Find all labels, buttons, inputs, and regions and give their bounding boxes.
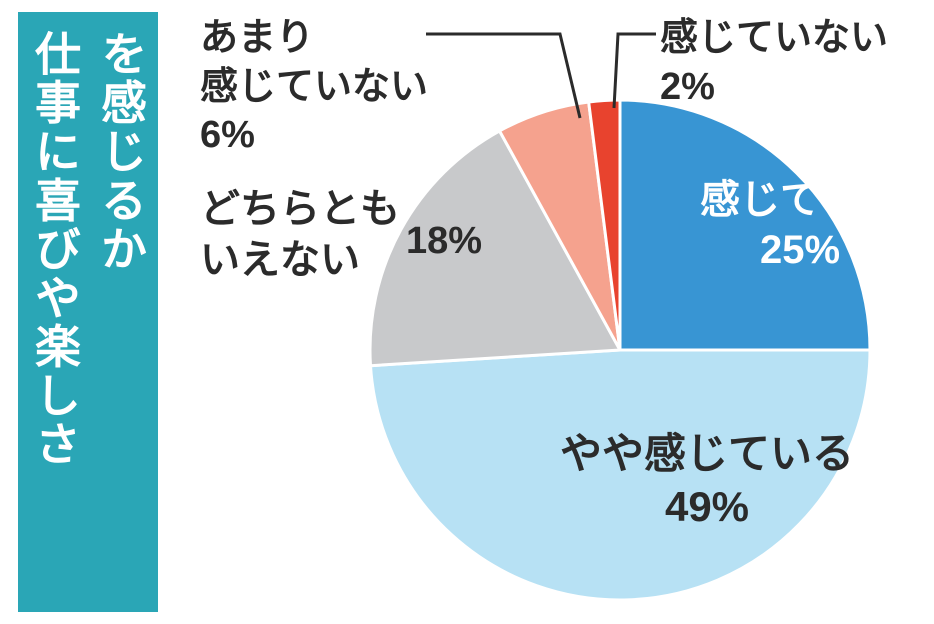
title-bar: 仕事に喜びや楽しさ を感じるか	[18, 12, 158, 612]
title-line-2: を感じるか	[88, 30, 154, 274]
callout-not-pct: 2%	[660, 63, 888, 112]
slice-pct-somewhat: 49%	[560, 481, 854, 534]
callout-neither-l1: どちらとも	[200, 184, 400, 235]
callout-not-l1: 感じていない	[660, 14, 888, 63]
callout-neither-l2: いえない	[200, 235, 400, 286]
callout-neither: どちらとも いえない	[200, 184, 400, 286]
callout-not-much-pct: 6%	[200, 111, 428, 160]
slice-name-somewhat: やや感じている	[560, 428, 854, 481]
callout-not-much-l2: 感じていない	[200, 63, 428, 112]
slice-pct-feel: 25%	[700, 225, 900, 275]
slice-name-feel: 感じている	[700, 175, 900, 225]
pie-chart-area: 感じている 25% やや感じている 49% 18% どちらとも いえない あまり…	[180, 0, 920, 624]
callout-not: 感じていない 2%	[660, 14, 888, 111]
slice-label-somewhat: やや感じている 49%	[560, 428, 854, 533]
slice-pct-neither: 18%	[406, 218, 482, 266]
slice-label-feel: 感じている 25%	[700, 175, 900, 275]
callout-not-much-l1: あまり	[200, 14, 428, 63]
callout-not-much: あまり 感じていない 6%	[200, 14, 428, 160]
title-line-1: 仕事に喜びや楽しさ	[22, 30, 88, 469]
